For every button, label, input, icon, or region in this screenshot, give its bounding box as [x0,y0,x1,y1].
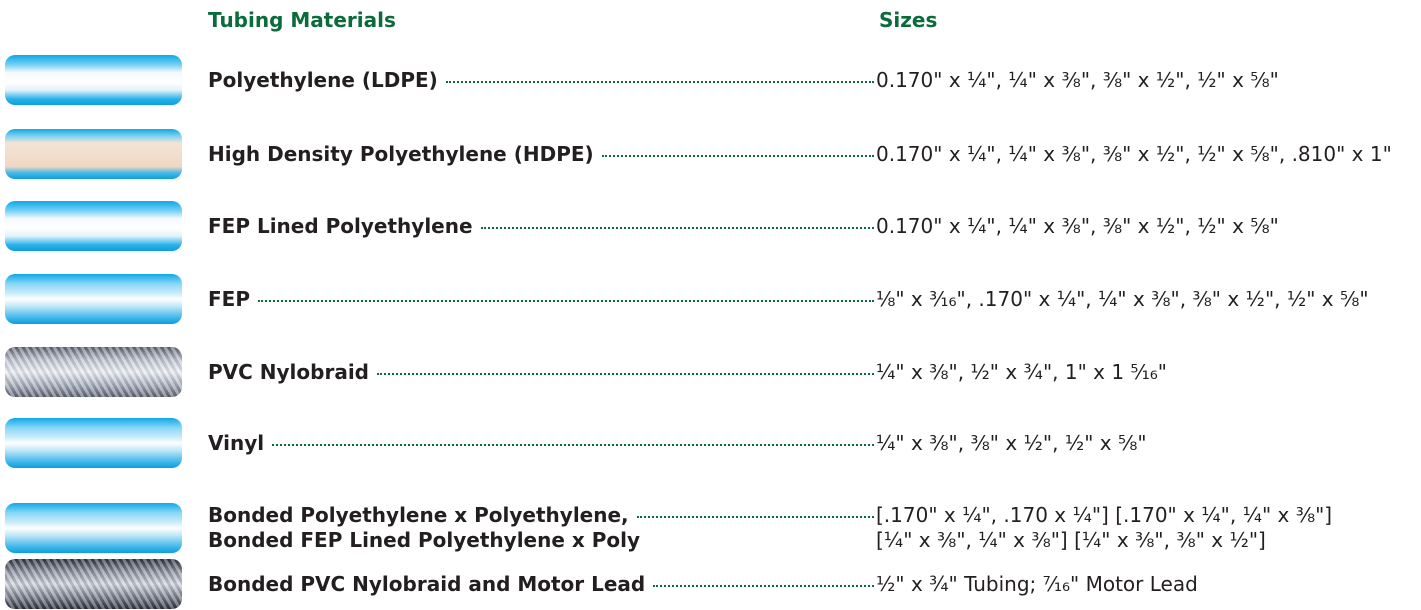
size-line: ¼" x ³⁄₈", ³⁄₈" x ½", ½" x ⁵⁄₈" [876,431,1147,456]
material-text: Polyethylene (LDPE) [208,68,438,93]
material: PVC Nylobraid [208,360,876,385]
size-line: ¼" x ³⁄₈", ½" x ¾", 1" x 1 ⁵⁄₁₆" [876,360,1167,385]
size-line: ½" x ¾" Tubing; ⁷⁄₁₆" Motor Lead [876,572,1198,597]
row: FEP Lined Polyethylene 0.170" x ¼", ¼" x … [0,214,1421,239]
material-line: FEP Lined Polyethylene [208,214,876,239]
sizes: 0.170" x ¼", ¼" x ³⁄₈", ³⁄₈" x ½", ½" x … [876,68,1279,93]
material-text: Bonded Polyethylene x Polyethylene, [208,503,629,528]
material: Bonded Polyethylene x Polyethylene,Bonde… [208,503,876,553]
dot-leader [481,227,874,229]
material-text: PVC Nylobraid [208,360,369,385]
dot-leader [446,81,874,83]
material-line: Vinyl [208,431,876,456]
sizes: ¼" x ³⁄₈", ½" x ¾", 1" x 1 ⁵⁄₁₆" [876,360,1167,385]
row: PVC Nylobraid ¼" x ³⁄₈", ½" x ¾", 1" x 1 … [0,360,1421,385]
size-line: 0.170" x ¼", ¼" x ³⁄₈", ³⁄₈" x ½", ½" x … [876,214,1279,239]
tube-image [5,418,182,468]
dot-leader [258,300,874,302]
row: Bonded PVC Nylobraid and Motor Lead ½" x … [0,572,1421,597]
sizes: 0.170" x ¼", ¼" x ³⁄₈", ³⁄₈" x ½", ½" x … [876,142,1392,167]
sizes: 0.170" x ¼", ¼" x ³⁄₈", ³⁄₈" x ½", ½" x … [876,214,1279,239]
sizes-header: Sizes [879,8,937,32]
size-line: 0.170" x ¼", ¼" x ³⁄₈", ³⁄₈" x ½", ½" x … [876,142,1392,167]
material: Polyethylene (LDPE) [208,68,876,93]
material-text: Bonded FEP Lined Polyethylene x Poly [208,528,640,553]
material-text: FEP Lined Polyethylene [208,214,473,239]
material-line: High Density Polyethylene (HDPE) [208,142,876,167]
tube-image [5,129,182,179]
material-text: High Density Polyethylene (HDPE) [208,142,594,167]
material: High Density Polyethylene (HDPE) [208,142,876,167]
material-text: Bonded PVC Nylobraid and Motor Lead [208,572,645,597]
sizes: ¼" x ³⁄₈", ³⁄₈" x ½", ½" x ⁵⁄₈" [876,431,1147,456]
size-line: [¼" x ³⁄₈", ¼" x ³⁄₈"] [¼" x ³⁄₈", ³⁄₈" … [876,528,1332,553]
tube-image [5,503,182,553]
dot-leader [377,373,874,375]
material-line: Bonded PVC Nylobraid and Motor Lead [208,572,876,597]
material-line: Polyethylene (LDPE) [208,68,876,93]
tube-image [5,55,182,105]
dot-leader [602,155,874,157]
tube-image [5,347,182,397]
material: FEP [208,287,876,312]
material: Bonded PVC Nylobraid and Motor Lead [208,572,876,597]
dot-leader [653,585,874,587]
row: Bonded Polyethylene x Polyethylene,Bonde… [0,503,1421,553]
material-line: Bonded FEP Lined Polyethylene x Poly [208,528,876,553]
size-line: 0.170" x ¼", ¼" x ³⁄₈", ³⁄₈" x ½", ½" x … [876,68,1279,93]
dot-leader [637,516,874,518]
material-line: PVC Nylobraid [208,360,876,385]
sizes: [.170" x ¼", .170 x ¼"] [.170" x ¼", ¼" … [876,503,1332,553]
tube-image [5,559,182,609]
sizes: ½" x ¾" Tubing; ⁷⁄₁₆" Motor Lead [876,572,1198,597]
material-text: FEP [208,287,250,312]
size-line: ¹⁄₈" x ³⁄₁₆", .170" x ¼", ¼" x ³⁄₈", ³⁄₈… [876,287,1369,312]
row: Polyethylene (LDPE) 0.170" x ¼", ¼" x ³⁄₈… [0,68,1421,93]
row: High Density Polyethylene (HDPE) 0.170" x… [0,142,1421,167]
page: Tubing Materials Sizes Polyethylene (LDP… [0,0,1421,610]
materials-header: Tubing Materials [208,8,396,32]
size-line: [.170" x ¼", .170 x ¼"] [.170" x ¼", ¼" … [876,503,1332,528]
material-text: Vinyl [208,431,264,456]
row: FEP ¹⁄₈" x ³⁄₁₆", .170" x ¼", ¼" x ³⁄₈", … [0,287,1421,312]
material: FEP Lined Polyethylene [208,214,876,239]
row: Vinyl ¼" x ³⁄₈", ³⁄₈" x ½", ½" x ⁵⁄₈" [0,431,1421,456]
material-line: FEP [208,287,876,312]
dot-leader [272,444,874,446]
tube-image [5,201,182,251]
material: Vinyl [208,431,876,456]
tube-image [5,274,182,324]
material-line: Bonded Polyethylene x Polyethylene, [208,503,876,528]
sizes: ¹⁄₈" x ³⁄₁₆", .170" x ¼", ¼" x ³⁄₈", ³⁄₈… [876,287,1369,312]
